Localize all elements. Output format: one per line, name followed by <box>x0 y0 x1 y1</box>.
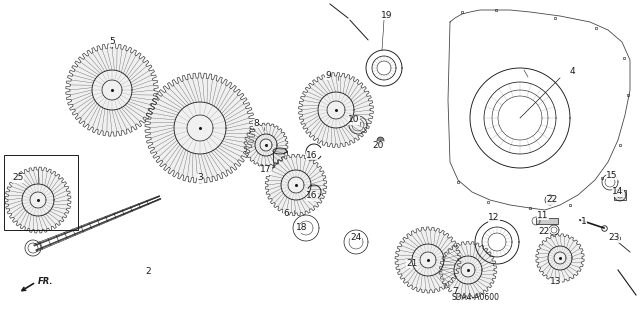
Polygon shape <box>265 154 327 216</box>
Text: 20: 20 <box>372 140 384 150</box>
Polygon shape <box>145 73 255 183</box>
Polygon shape <box>66 44 158 136</box>
Polygon shape <box>395 227 461 293</box>
Ellipse shape <box>273 170 287 176</box>
Text: 16: 16 <box>307 191 317 201</box>
Polygon shape <box>536 234 584 282</box>
Text: 19: 19 <box>381 11 393 19</box>
Text: 9: 9 <box>325 70 331 79</box>
Text: 8: 8 <box>253 118 259 128</box>
Text: 17: 17 <box>260 166 272 174</box>
Polygon shape <box>5 167 71 233</box>
Text: 15: 15 <box>606 170 618 180</box>
Bar <box>614 190 626 200</box>
Text: 25: 25 <box>12 174 24 182</box>
Bar <box>536 218 558 224</box>
Text: 10: 10 <box>348 115 360 124</box>
Text: 3: 3 <box>197 174 203 182</box>
Bar <box>4 155 78 230</box>
Ellipse shape <box>273 148 287 154</box>
Text: 18: 18 <box>296 224 308 233</box>
Text: 22: 22 <box>547 196 557 204</box>
Polygon shape <box>299 73 373 147</box>
Text: 23: 23 <box>608 234 620 242</box>
Text: 1: 1 <box>581 218 587 226</box>
Text: 11: 11 <box>537 211 548 219</box>
Text: 2: 2 <box>145 268 151 277</box>
Text: 22: 22 <box>538 227 550 236</box>
Text: FR.: FR. <box>38 278 54 286</box>
Text: 21: 21 <box>406 258 418 268</box>
Text: 12: 12 <box>488 213 500 222</box>
Text: 24: 24 <box>350 234 362 242</box>
Text: SDA4-A0600: SDA4-A0600 <box>452 293 500 302</box>
Text: 5: 5 <box>109 38 115 47</box>
Text: 7: 7 <box>452 287 458 296</box>
Text: 13: 13 <box>550 278 562 286</box>
Polygon shape <box>244 123 288 167</box>
Polygon shape <box>440 241 497 299</box>
Text: 14: 14 <box>612 188 624 197</box>
Text: 4: 4 <box>569 68 575 77</box>
Text: 16: 16 <box>307 151 317 160</box>
Bar <box>273 151 287 173</box>
Text: 6: 6 <box>283 210 289 219</box>
